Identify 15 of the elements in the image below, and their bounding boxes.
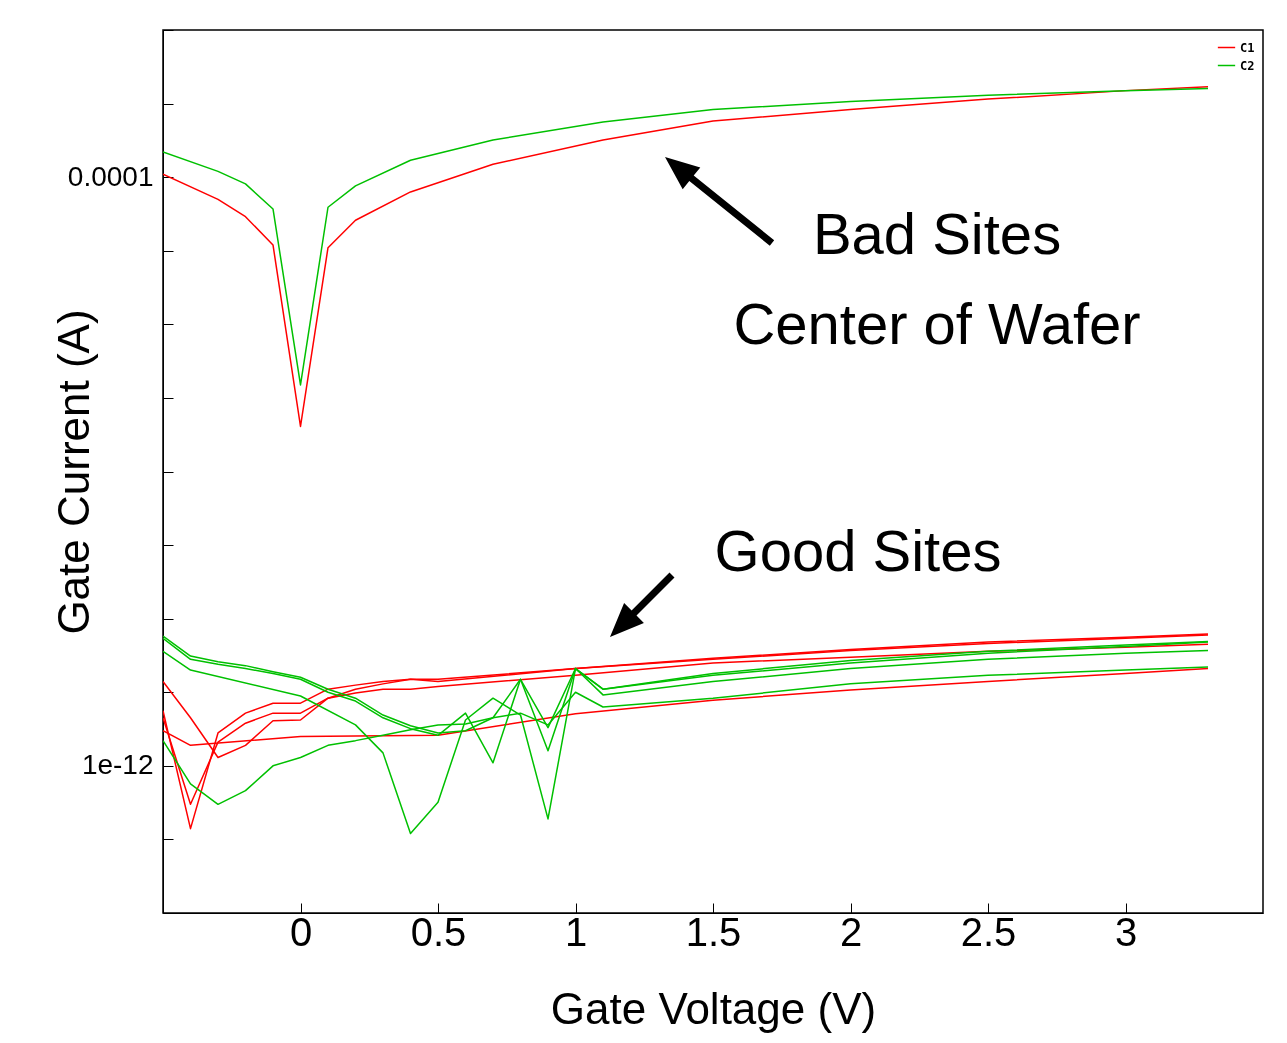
y-tick-label: 1e-12 — [81, 749, 154, 781]
x-tick-label: 0.5 — [410, 909, 467, 954]
x-axis-title: Gate Voltage (V) — [550, 983, 877, 1033]
x-tick-label: 2.5 — [960, 909, 1017, 954]
x-tick-label: 1.5 — [685, 909, 742, 954]
legend-label: C2 — [1240, 58, 1255, 73]
x-tick-label: 3 — [1114, 909, 1138, 954]
y-axis-title: Gate Current (A) — [48, 309, 98, 635]
x-tick-label: 1 — [564, 909, 588, 954]
annotation: Bad Sites Center of Wafer — [733, 201, 1141, 356]
annotation: Good Sites — [714, 518, 1002, 583]
x-tick-label: 2 — [839, 909, 863, 954]
x-tick-label: 0 — [289, 909, 313, 954]
legend-label: C1 — [1240, 40, 1255, 55]
y-tick-label: 0.0001 — [67, 160, 154, 192]
